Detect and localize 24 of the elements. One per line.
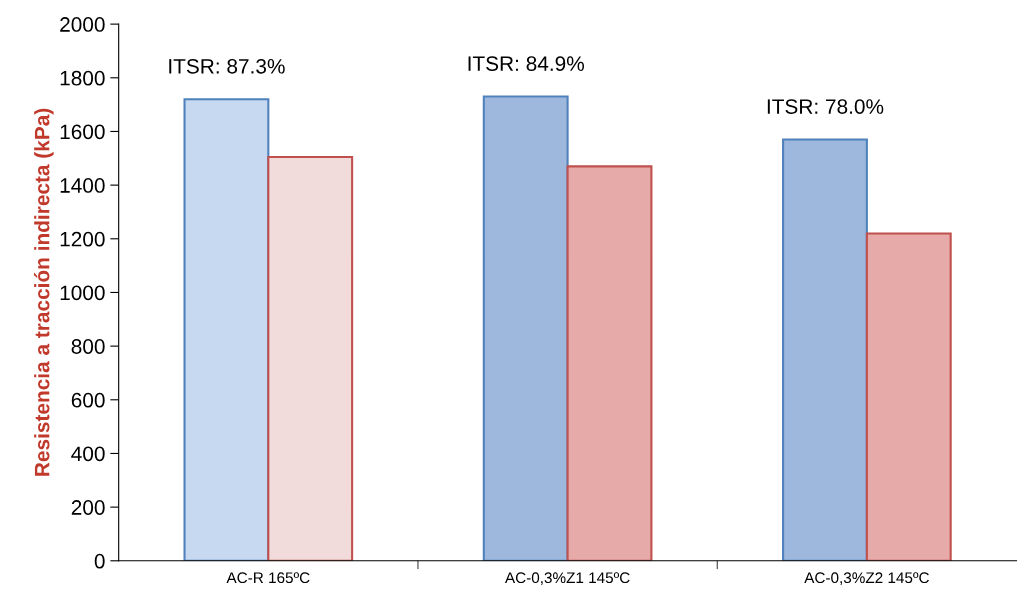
y-tick-label: 800: [71, 339, 105, 354]
y-tick-label: 1800: [60, 70, 105, 86]
bar: [566, 165, 653, 561]
y-tick-label: 0: [94, 553, 105, 569]
bar: [482, 95, 569, 561]
bar: [865, 232, 952, 561]
x-tick-label: AC-0,3%Z2 145ºC: [804, 572, 929, 585]
y-axis-title: Resistencia a tracción indirecta (kPa): [33, 108, 54, 476]
y-tick-label: 200: [71, 500, 105, 515]
y-tick-label: 1600: [60, 124, 105, 140]
y-tick-label: 2000: [60, 17, 105, 32]
annotation: ITSR: 78.0%: [767, 99, 884, 114]
y-tick-label: 1000: [60, 285, 105, 301]
annotation: ITSR: 84.9%: [468, 56, 585, 71]
x-tick-label: AC-0,3%Z1 145ºC: [504, 572, 630, 585]
bar: [183, 98, 270, 561]
y-tick-label: 1400: [60, 178, 105, 193]
y-tick-label: 600: [71, 392, 105, 408]
y-tick-label: 400: [71, 446, 105, 462]
bar: [267, 155, 354, 561]
bar: [782, 138, 868, 561]
x-tick-label: AC-R 165ºC: [226, 572, 310, 584]
annotation: ITSR: 87.3%: [169, 58, 285, 74]
y-tick-label: 1200: [60, 231, 105, 247]
